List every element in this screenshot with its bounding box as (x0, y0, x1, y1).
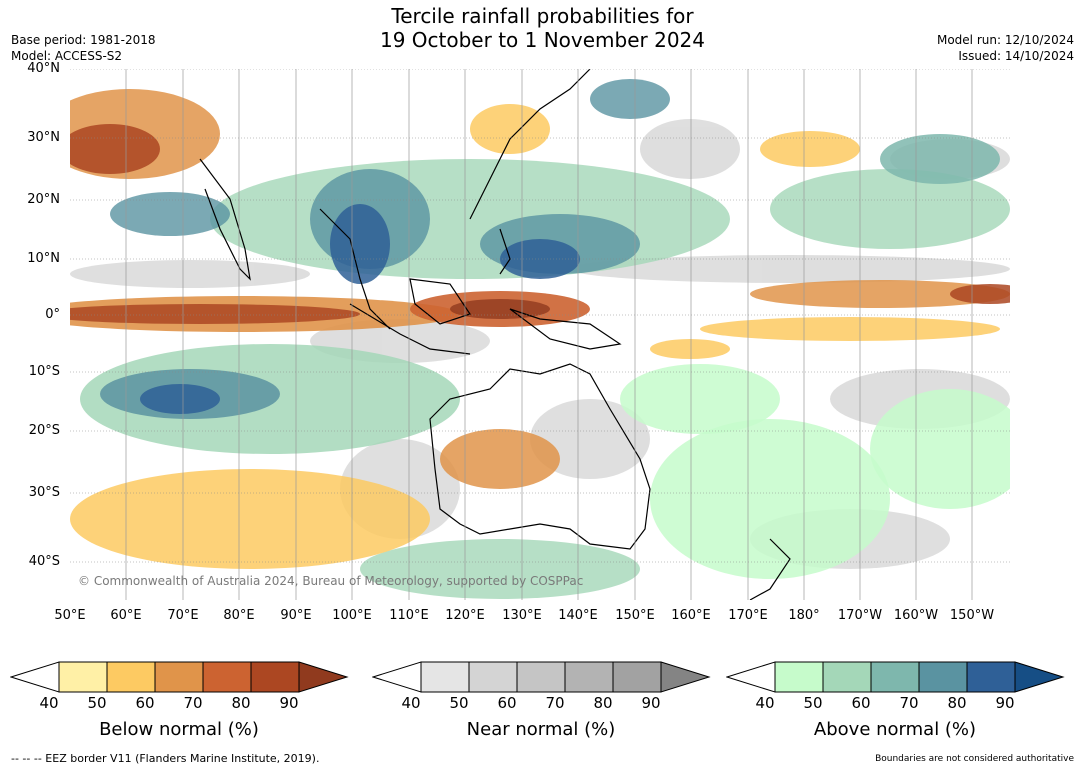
colorbar-below-tick: 90 (279, 694, 299, 712)
australia-coastline (429, 363, 651, 550)
colorbar-near-tick: 40 (401, 694, 421, 712)
map-title: Tercile rainfall probabilities for 19 Oc… (0, 4, 1085, 52)
colorbar-near-tick: 60 (497, 694, 517, 712)
issued-date: Issued: 14/10/2024 (958, 49, 1074, 63)
colorbar-near-tick: 70 (545, 694, 565, 712)
lon-label: 130°E (502, 608, 542, 623)
new-zealand-coastline (749, 538, 791, 600)
colorbar-near-swatch (612, 661, 662, 693)
meta-left: Base period: 1981-2018 Model: ACCESS-S2 (11, 32, 156, 64)
colorbar-below-swatch (250, 661, 300, 693)
colorbar-near-swatch (420, 661, 470, 693)
colorbar-above-low-arrow (726, 661, 776, 693)
lon-label: 60°E (110, 608, 142, 623)
lat-label: 20°S (28, 423, 60, 438)
coastlines (199, 69, 791, 600)
philippines-coastline (499, 228, 511, 275)
lon-label: 100°E (332, 608, 372, 623)
colorbar-above-tick: 40 (755, 694, 775, 712)
colorbar-near-swatch (468, 661, 518, 693)
colorbar-above-swatch (966, 661, 1016, 693)
colorbar-near-tick: 50 (449, 694, 469, 712)
lon-label: 50°E (54, 608, 86, 623)
colorbar-above-tick: 50 (803, 694, 823, 712)
lat-label: 10°N (27, 251, 60, 266)
lon-label: 70°E (167, 608, 199, 623)
colorbar-above-tick: 60 (851, 694, 871, 712)
colorbar-below-low-arrow (10, 661, 60, 693)
colorbar-near-title: Near normal (%) (466, 719, 616, 740)
below-normal-regions (70, 89, 1010, 569)
lon-label: 110°E (389, 608, 429, 623)
colorbar-below-swatch (154, 661, 204, 693)
colorbar-below-tick: 50 (87, 694, 107, 712)
model-name: Model: ACCESS-S2 (11, 49, 123, 63)
lon-label: 170°W (837, 608, 883, 623)
colorbar-near-high-arrow (660, 661, 711, 693)
colorbar-below-swatch (106, 661, 156, 693)
copyright-notice: © Commonwealth of Australia 2024, Bureau… (78, 574, 584, 588)
colorbar-near-swatch (564, 661, 614, 693)
southeast-asia-coastline (319, 208, 391, 330)
colorbar-below-high-arrow (298, 661, 349, 693)
lon-label: 90°E (280, 608, 312, 623)
borneo-coastline (409, 278, 471, 325)
title-line-2: 19 October to 1 November 2024 (379, 28, 706, 52)
boundaries-disclaimer: Boundaries are not considered authoritat… (875, 754, 1074, 764)
lon-label: 160°E (671, 608, 711, 623)
colorbar-above-title: Above normal (%) (813, 719, 977, 740)
lat-label: 30°S (28, 485, 60, 500)
colorbar-above-swatch (822, 661, 872, 693)
lat-label: 30°N (27, 130, 60, 145)
lat-label: 0° (45, 307, 60, 322)
colorbar-above-high-arrow (1014, 661, 1065, 693)
graticule (70, 69, 1010, 563)
colorbar-below (10, 661, 349, 693)
colorbar-below-swatch (202, 661, 252, 693)
china-coastline (469, 69, 591, 220)
colorbar-above-tick: 80 (947, 694, 967, 712)
new-guinea-coastline (509, 308, 622, 350)
colorbar-near-low-arrow (372, 661, 422, 693)
colorbar-near-tick: 90 (641, 694, 661, 712)
lat-label: 20°N (27, 192, 60, 207)
lon-label: 120°E (445, 608, 485, 623)
above-normal-regions (80, 79, 1010, 599)
eez-border-note: -- -- -- EEZ border V11 (Flanders Marine… (11, 752, 320, 765)
lon-label: 170°E (728, 608, 768, 623)
colorbar-below-tick: 70 (183, 694, 203, 712)
colorbar-above-tick: 90 (995, 694, 1015, 712)
lon-label: 150°E (615, 608, 655, 623)
meta-right: Model run: 12/10/2024 Issued: 14/10/2024 (937, 32, 1074, 64)
colorbar-below-tick: 80 (231, 694, 251, 712)
sumatra-java-coastline (349, 303, 471, 355)
colorbar-below-swatch (58, 661, 108, 693)
colorbar-above-swatch (918, 661, 968, 693)
colorbar-near-swatch (516, 661, 566, 693)
base-period: Base period: 1981-2018 (11, 33, 156, 47)
probability-map (70, 69, 1010, 600)
colorbar-above-tick: 70 (899, 694, 919, 712)
colorbar-above (726, 661, 1065, 693)
meridians (125, 69, 973, 600)
colorbar-near-tick: 80 (593, 694, 613, 712)
lat-label: 40°S (28, 554, 60, 569)
colorbar-above-swatch (774, 661, 824, 693)
title-line-1: Tercile rainfall probabilities for (391, 4, 694, 28)
lat-label: 40°N (27, 61, 60, 76)
lat-label: 10°S (28, 364, 60, 379)
lon-label: 140°E (558, 608, 598, 623)
india-coastline (199, 158, 251, 281)
lon-label: 80°E (223, 608, 255, 623)
colorbar-below-title: Below normal (%) (99, 719, 259, 740)
lon-label: 160°W (893, 608, 939, 623)
colorbar-above-swatch (870, 661, 920, 693)
lon-label: 180° (788, 608, 820, 623)
model-run: Model run: 12/10/2024 (936, 33, 1074, 47)
colorbar-below-tick: 60 (135, 694, 155, 712)
colorbar-below-tick: 40 (39, 694, 59, 712)
lon-label: 150°W (949, 608, 995, 623)
colorbar-near (372, 661, 711, 693)
